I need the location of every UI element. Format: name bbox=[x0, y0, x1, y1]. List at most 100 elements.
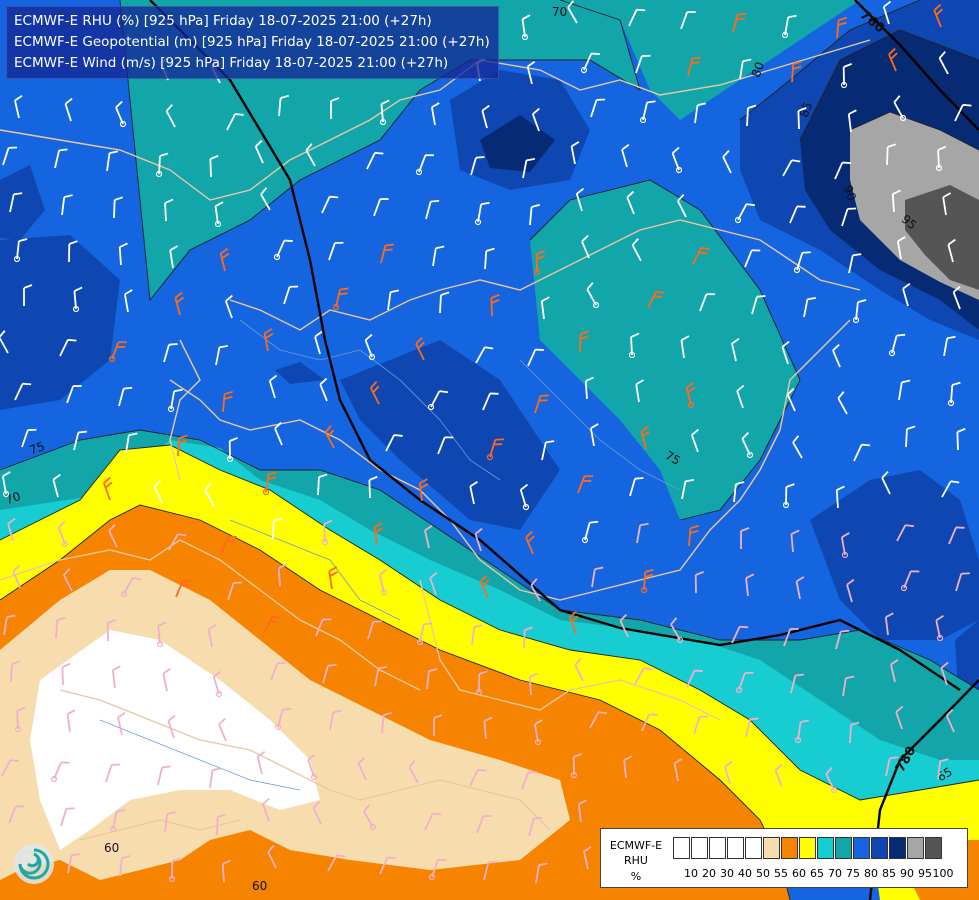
wind-barb bbox=[540, 296, 550, 320]
wind-barb bbox=[272, 517, 283, 540]
wind-barb bbox=[852, 299, 867, 324]
wind-barb bbox=[378, 568, 388, 596]
rhu-75-zone-center bbox=[530, 180, 800, 520]
wind-barb bbox=[740, 527, 750, 549]
wind-barb bbox=[731, 337, 740, 362]
legend-ticks: 10 20 30 40 50 55 60 65 70 75 80 85 90 95 100 bbox=[673, 867, 969, 881]
legend-tick-label: 60 bbox=[792, 867, 806, 880]
wind-barb bbox=[305, 143, 316, 167]
wind-barb bbox=[746, 104, 757, 127]
wind-barb bbox=[884, 612, 894, 636]
wind-barb bbox=[954, 103, 972, 122]
wind-barb bbox=[106, 619, 116, 642]
wind-barb bbox=[956, 427, 966, 451]
wind-barb bbox=[635, 54, 651, 74]
wind-barb bbox=[216, 813, 227, 836]
wind-barb bbox=[835, 485, 845, 509]
wind-barb bbox=[888, 47, 898, 72]
wind-barb bbox=[379, 856, 396, 875]
wind-barb bbox=[952, 285, 961, 310]
wind-barb bbox=[786, 387, 796, 412]
wind-barb bbox=[634, 667, 653, 685]
wind-barb bbox=[263, 616, 281, 634]
legend-tick-label: 85 bbox=[882, 867, 896, 880]
wind-barb bbox=[222, 390, 234, 413]
wind-barb bbox=[896, 524, 915, 542]
legend-tick-label: 80 bbox=[864, 867, 878, 880]
wind-barb bbox=[425, 199, 440, 220]
wind-barb bbox=[416, 622, 433, 646]
legend-swatch bbox=[781, 837, 798, 859]
wind-barb bbox=[623, 755, 633, 779]
legend-swatch bbox=[745, 837, 762, 859]
wind-barb bbox=[523, 626, 534, 649]
wind-barb bbox=[626, 190, 635, 215]
wind-barb bbox=[533, 719, 543, 746]
wind-barb bbox=[268, 374, 278, 399]
wind-barb bbox=[853, 443, 871, 462]
wind-barb bbox=[583, 845, 592, 870]
wind-barb bbox=[474, 201, 490, 226]
wind-barb bbox=[673, 758, 683, 782]
wind-barb bbox=[482, 392, 499, 411]
wind-barb bbox=[783, 628, 799, 647]
wind-barb bbox=[61, 194, 73, 216]
wind-barb bbox=[55, 616, 66, 639]
wind-barb bbox=[581, 520, 599, 544]
wind-barb bbox=[581, 234, 590, 259]
wind-barb bbox=[577, 799, 587, 823]
wind-barb bbox=[841, 207, 857, 227]
legend-swatch bbox=[691, 837, 708, 859]
wind-barb bbox=[67, 853, 81, 874]
wind-barb bbox=[671, 146, 683, 174]
wind-barb bbox=[415, 154, 435, 176]
wind-barb bbox=[115, 100, 127, 128]
wind-barb bbox=[690, 428, 699, 453]
wind-barb bbox=[590, 98, 606, 118]
wind-barb bbox=[474, 527, 483, 552]
wind-barb bbox=[278, 94, 290, 117]
wind-barb bbox=[882, 0, 892, 25]
wind-barb bbox=[526, 60, 536, 85]
wind-barb bbox=[385, 434, 403, 452]
wind-barb bbox=[567, 0, 578, 24]
wind-barb bbox=[481, 104, 490, 129]
wind-barb bbox=[528, 816, 543, 837]
wind-barb bbox=[846, 578, 855, 603]
wind-barb bbox=[471, 624, 483, 646]
wind-barb bbox=[380, 243, 394, 264]
rhu-label-80: 80 bbox=[749, 60, 767, 79]
wind-barb bbox=[836, 16, 848, 39]
wind-barb bbox=[418, 478, 429, 502]
wind-barb bbox=[261, 797, 270, 822]
wind-barb bbox=[797, 106, 807, 130]
wind-barb bbox=[59, 338, 77, 357]
wind-barb bbox=[692, 247, 710, 265]
wind-barb bbox=[277, 563, 287, 587]
header-geopotential-line: ECMWF-E Geopotential (m) [925 hPa] Frida… bbox=[14, 34, 490, 50]
wind-barb bbox=[381, 711, 393, 734]
wind-barb bbox=[699, 293, 716, 312]
wind-barb bbox=[220, 535, 237, 554]
wind-barb bbox=[204, 483, 215, 507]
wind-barb bbox=[8, 805, 25, 824]
rhu-label-75-west: 75 bbox=[27, 439, 46, 457]
wind-barb bbox=[741, 431, 754, 459]
legend-tick-label: 70 bbox=[828, 867, 842, 880]
wind-barb bbox=[589, 423, 599, 447]
rhu-85-zone-center bbox=[340, 340, 560, 530]
wind-barb bbox=[117, 711, 126, 736]
wind-barb bbox=[935, 145, 947, 172]
wind-barb bbox=[745, 573, 755, 597]
wind-barb bbox=[163, 343, 178, 363]
wind-barb bbox=[586, 282, 600, 309]
wind-barb bbox=[327, 854, 346, 872]
rhu-label-60-sw: 60 bbox=[104, 841, 119, 855]
wind-barb bbox=[490, 293, 500, 317]
wind-barb bbox=[527, 348, 544, 367]
wind-barb bbox=[896, 236, 906, 260]
wind-barb bbox=[102, 476, 113, 501]
legend-tick-label: 95 bbox=[918, 867, 932, 880]
wind-barb bbox=[933, 3, 944, 28]
